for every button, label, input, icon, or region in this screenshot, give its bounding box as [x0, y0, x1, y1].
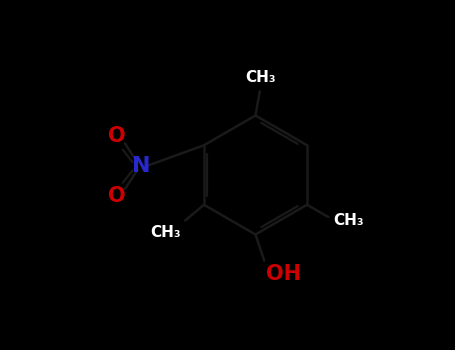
Text: O: O	[108, 186, 126, 206]
Text: CH₃: CH₃	[150, 225, 180, 239]
Text: OH: OH	[266, 264, 301, 284]
Text: CH₃: CH₃	[246, 70, 276, 85]
Text: CH₃: CH₃	[334, 213, 364, 228]
Text: O: O	[108, 126, 126, 147]
Text: N: N	[132, 156, 151, 176]
